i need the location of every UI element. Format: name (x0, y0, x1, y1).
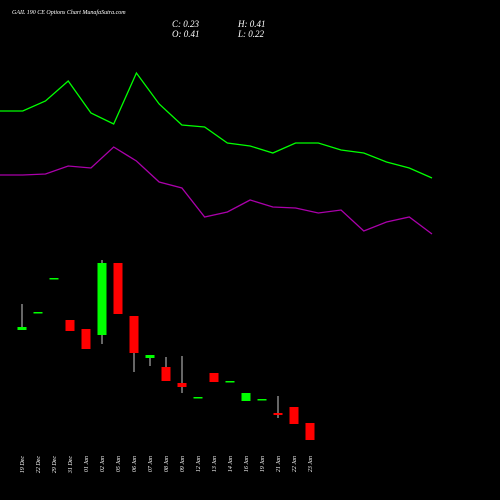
chart-title: GAIL 190 CE Options Chart MunafaSutra.co… (12, 9, 126, 16)
x-tick-label: 21 Jan (276, 456, 282, 472)
indicator-line (0, 146, 433, 235)
indicator-line (0, 71, 433, 179)
candle-body (33, 312, 43, 314)
x-tick-label: 08 Jan (164, 456, 170, 472)
candle-body (273, 413, 283, 415)
high-label: H: 0.41 (237, 19, 266, 29)
x-tick-label: 14 Jan (227, 456, 234, 472)
x-tick-label: 05 Jan (116, 456, 122, 472)
x-tick-label: 22 Dec (36, 456, 42, 473)
x-tick-label: 19 Dec (20, 456, 26, 473)
x-tick-label: 12 Jan (196, 456, 202, 472)
candle-body (129, 316, 139, 353)
candle-body (177, 383, 187, 387)
x-tick-label: 01 Jan (84, 456, 90, 472)
candle-body (97, 263, 107, 335)
x-tick-label: 09 Jan (180, 456, 186, 472)
candle-body (145, 355, 155, 358)
candle-body (225, 381, 235, 383)
low-label: L: 0.22 (237, 29, 265, 39)
x-tick-label: 13 Jan (212, 456, 218, 472)
x-tick-label: 22 Jan (292, 456, 298, 472)
x-tick-label: 16 Jan (244, 456, 250, 472)
x-tick-label: 06 Jan (132, 456, 138, 472)
candle-body (257, 399, 267, 401)
candle-body (113, 263, 123, 314)
candle-body (209, 373, 219, 382)
open-label: O: 0.41 (172, 29, 200, 39)
close-label: C: 0.23 (172, 19, 200, 29)
candle-body (49, 278, 59, 280)
x-tick-label: 29 Dec (52, 456, 58, 473)
candle-body (193, 397, 203, 399)
candle-body (81, 329, 91, 349)
candle-body (305, 423, 315, 440)
x-tick-label: 02 Jan (100, 456, 106, 472)
x-tick-label: 07 Jan (148, 456, 154, 472)
x-tick-label: 31 Dec (68, 456, 74, 474)
x-tick-label: 23 Jan (308, 456, 314, 472)
candle-body (65, 320, 75, 331)
x-tick-label: 19 Jan (260, 456, 266, 472)
candle-body (17, 327, 27, 330)
candle-body (241, 393, 251, 401)
candle-body (289, 407, 299, 424)
candle-body (161, 367, 171, 381)
